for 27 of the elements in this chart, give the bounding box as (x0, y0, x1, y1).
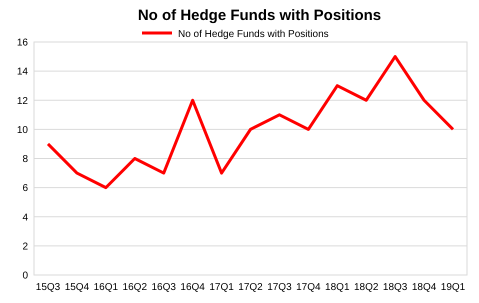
legend-label: No of Hedge Funds with Positions (178, 29, 329, 40)
y-tick-label: 8 (22, 154, 28, 165)
x-tick-label: 18Q2 (354, 282, 379, 293)
x-tick-label: 19Q1 (440, 282, 466, 293)
x-tick-label: 18Q1 (325, 282, 350, 293)
x-tick-label: 18Q4 (412, 282, 437, 293)
x-tick-label: 16Q2 (122, 282, 148, 293)
x-tick-label: 17Q1 (209, 282, 234, 293)
y-tick-label: 0 (22, 270, 28, 282)
x-tick-label: 16Q4 (180, 282, 206, 293)
y-tick-label: 4 (22, 212, 28, 224)
x-tick-label: 16Q3 (151, 282, 176, 293)
y-tick-label: 16 (16, 38, 28, 48)
x-tick-label: 17Q4 (296, 282, 322, 293)
y-tick-label: 10 (16, 124, 28, 136)
chart-title: No of Hedge Funds with Positions (138, 7, 382, 24)
x-tick-label: 17Q3 (267, 282, 292, 293)
x-tick-label: 15Q3 (36, 282, 61, 293)
line-series (46, 55, 454, 190)
y-tick-label: 2 (22, 241, 28, 252)
y-tick-label: 14 (16, 66, 28, 78)
x-tick-label: 18Q3 (382, 282, 408, 293)
y-tick-label: 12 (16, 96, 28, 107)
y-tick-label: 6 (22, 183, 28, 194)
x-tick-label: 15Q4 (64, 282, 90, 293)
x-tick-label: 16Q1 (94, 282, 119, 293)
x-tick-label: 17Q2 (238, 282, 264, 293)
